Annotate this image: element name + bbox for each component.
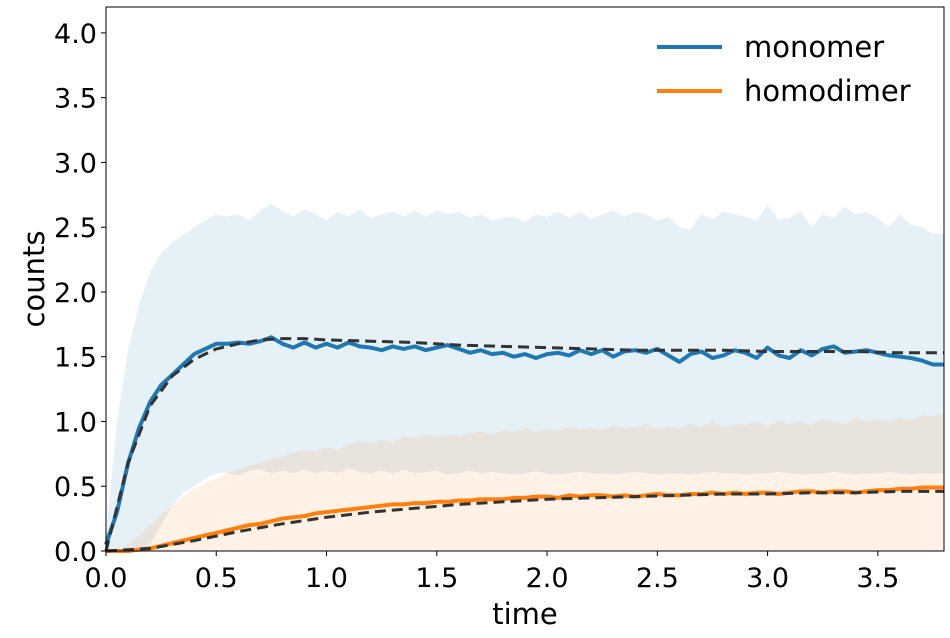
legend-label-monomer: monomer bbox=[744, 30, 884, 64]
y-tick-label: 0.0 bbox=[54, 537, 97, 568]
y-tick-label: 3.5 bbox=[54, 84, 97, 115]
x-tick-label: 3.5 bbox=[856, 563, 899, 594]
x-axis-label: time bbox=[492, 597, 558, 631]
y-tick-label: 1.5 bbox=[54, 343, 97, 374]
y-tick-label: 2.0 bbox=[54, 278, 97, 309]
x-tick-label: 2.0 bbox=[526, 563, 569, 594]
legend-label-homodimer: homodimer bbox=[744, 74, 911, 108]
x-tick-label: 0.5 bbox=[195, 563, 238, 594]
x-tick-label: 1.5 bbox=[415, 563, 458, 594]
fit-line-3 bbox=[105, 489, 944, 553]
y-axis-label: counts bbox=[17, 231, 51, 328]
plot-frame bbox=[105, 6, 945, 552]
x-tick-label: 3.0 bbox=[746, 563, 789, 594]
band-monomer bbox=[106, 203, 944, 551]
y-tick-label: 4.0 bbox=[54, 19, 97, 50]
y-tick-label: 1.0 bbox=[54, 407, 97, 438]
x-axis: 0.0 0.5 1.0 1.5 2.0 2.5 3.0 3.5 bbox=[85, 551, 899, 594]
y-tick-label: 3.0 bbox=[54, 148, 97, 179]
series-line-homodimer bbox=[106, 485, 944, 553]
y-axis: 0.0 0.5 1.0 1.5 2.0 2.5 3.0 3.5 4.0 bbox=[54, 19, 106, 568]
series-lines bbox=[104, 335, 944, 553]
x-tick-label: 1.0 bbox=[305, 563, 348, 594]
x-tick-label: 2.5 bbox=[636, 563, 679, 594]
y-tick-label: 2.5 bbox=[54, 213, 97, 244]
band-homodimer bbox=[106, 413, 944, 551]
y-tick-label: 0.5 bbox=[54, 472, 97, 503]
series-line-monomer bbox=[104, 335, 944, 546]
x-tick-label: 0.0 bbox=[85, 563, 128, 594]
legend: monomer homodimer bbox=[657, 30, 911, 108]
confidence-bands bbox=[106, 203, 944, 551]
